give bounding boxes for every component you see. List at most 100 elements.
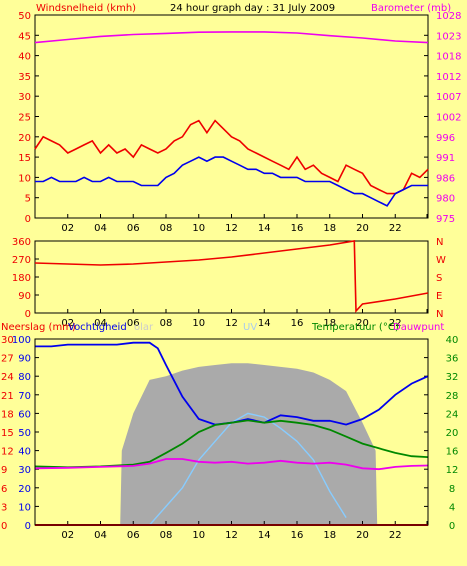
compass-label: N bbox=[436, 309, 443, 320]
temperature-tick-label: 24 bbox=[446, 409, 459, 420]
barometer-tick-label: 1012 bbox=[436, 72, 461, 83]
wind-tick-label: 5 bbox=[25, 194, 31, 205]
humidity-plot: 0369121518212427300102030405060708090100… bbox=[1, 335, 458, 541]
wind-tick-label: 20 bbox=[18, 133, 31, 144]
x-tick-label: 16 bbox=[291, 318, 304, 329]
humidity-tick-label: 70 bbox=[18, 391, 31, 402]
rain-tick-label: 30 bbox=[1, 335, 14, 346]
humidity-tick-label: 100 bbox=[12, 335, 31, 346]
humidity-axis-label: Vochtigheid bbox=[68, 322, 127, 333]
uv-axis-label: UV bbox=[243, 322, 257, 333]
x-tick-label: 08 bbox=[160, 530, 173, 541]
x-tick-label: 22 bbox=[389, 318, 402, 329]
x-tick-label: 04 bbox=[94, 223, 107, 234]
humidity-tick-label: 60 bbox=[18, 409, 31, 420]
x-tick-label: 20 bbox=[356, 318, 369, 329]
series-solar bbox=[35, 363, 428, 525]
temperature-tick-label: 4 bbox=[449, 502, 455, 513]
x-tick-label: 06 bbox=[127, 530, 140, 541]
x-tick-label: 22 bbox=[389, 530, 402, 541]
x-tick-label: 12 bbox=[225, 530, 238, 541]
barometer-tick-label: 991 bbox=[436, 153, 455, 164]
rain-tick-label: 0 bbox=[1, 521, 7, 532]
humidity-tick-label: 30 bbox=[18, 465, 31, 476]
x-tick-label: 10 bbox=[192, 530, 205, 541]
humidity-tick-label: 50 bbox=[18, 428, 31, 439]
barometer-tick-label: 1028 bbox=[436, 11, 461, 22]
x-tick-label: 04 bbox=[94, 318, 107, 329]
x-tick-label: 04 bbox=[94, 530, 107, 541]
temperature-tick-label: 0 bbox=[449, 521, 455, 532]
rain-tick-label: 9 bbox=[1, 465, 7, 476]
rain-tick-label: 15 bbox=[1, 428, 14, 439]
rain-tick-label: 27 bbox=[1, 354, 14, 365]
rain-axis-label: Neerslag (mm) bbox=[1, 322, 76, 333]
x-tick-label: 18 bbox=[323, 223, 336, 234]
temperature-axis-label: Temperatuur (°C) bbox=[311, 322, 399, 333]
compass-label: E bbox=[436, 291, 442, 302]
barometer-tick-label: 1018 bbox=[436, 52, 461, 63]
direction-tick-label: 360 bbox=[12, 237, 31, 248]
humidity-tick-label: 80 bbox=[18, 372, 31, 383]
wind-tick-label: 0 bbox=[25, 214, 31, 225]
wind-plot: 0510152025303540455097598098699199610021… bbox=[18, 11, 461, 234]
x-tick-label: 20 bbox=[356, 530, 369, 541]
x-tick-label: 10 bbox=[192, 223, 205, 234]
barometer-tick-label: 986 bbox=[436, 173, 455, 184]
temperature-tick-label: 32 bbox=[446, 372, 459, 383]
x-tick-label: 16 bbox=[291, 530, 304, 541]
direction-tick-label: 0 bbox=[25, 309, 31, 320]
rain-tick-label: 12 bbox=[1, 447, 14, 458]
series-dewpoint bbox=[34, 458, 429, 471]
wind-tick-label: 15 bbox=[18, 153, 31, 164]
x-tick-label: 02 bbox=[61, 318, 74, 329]
rain-tick-label: 21 bbox=[1, 391, 14, 402]
rain-tick-label: 24 bbox=[1, 372, 14, 383]
temperature-tick-label: 36 bbox=[446, 354, 459, 365]
humidity-tick-label: 90 bbox=[18, 354, 31, 365]
series-barometer bbox=[34, 31, 429, 44]
temperature-tick-label: 20 bbox=[446, 428, 459, 439]
wind-plot-frame bbox=[34, 14, 429, 219]
x-tick-label: 10 bbox=[192, 318, 205, 329]
x-tick-label: 16 bbox=[291, 223, 304, 234]
barometer-axis-label: Barometer (mb) bbox=[371, 3, 451, 14]
wind-tick-label: 35 bbox=[18, 72, 31, 83]
wind-tick-label: 30 bbox=[18, 92, 31, 103]
rain-tick-label: 3 bbox=[1, 502, 7, 513]
barometer-tick-label: 975 bbox=[436, 214, 455, 225]
direction-tick-label: 90 bbox=[18, 291, 31, 302]
temperature-tick-label: 12 bbox=[446, 465, 459, 476]
x-tick-label: 22 bbox=[389, 223, 402, 234]
x-tick-label: 02 bbox=[61, 530, 74, 541]
x-tick-label: 06 bbox=[127, 318, 140, 329]
x-tick-label: 12 bbox=[225, 318, 238, 329]
compass-label: W bbox=[436, 255, 446, 266]
x-tick-label: 18 bbox=[323, 530, 336, 541]
temperature-tick-label: 8 bbox=[449, 484, 455, 495]
barometer-tick-label: 1007 bbox=[436, 92, 461, 103]
barometer-tick-label: 980 bbox=[436, 194, 455, 205]
x-tick-label: 06 bbox=[127, 223, 140, 234]
x-tick-label: 14 bbox=[258, 318, 271, 329]
chart-title: 24 hour graph day : 31 July 2009 bbox=[170, 3, 335, 14]
series-wind_gust bbox=[34, 119, 429, 195]
x-tick-label: 14 bbox=[258, 223, 271, 234]
x-tick-label: 08 bbox=[160, 223, 173, 234]
direction-tick-label: 180 bbox=[12, 273, 31, 284]
direction-tick-label: 270 bbox=[12, 255, 31, 266]
wind-tick-label: 25 bbox=[18, 113, 31, 124]
compass-label: N bbox=[436, 237, 443, 248]
wind-axis-label: Windsnelheid (kmh) bbox=[36, 3, 136, 14]
temperature-tick-label: 16 bbox=[446, 447, 459, 458]
rain-tick-label: 6 bbox=[1, 484, 7, 495]
barometer-tick-label: 996 bbox=[436, 133, 455, 144]
temperature-tick-label: 28 bbox=[446, 391, 459, 402]
barometer-tick-label: 1002 bbox=[436, 113, 461, 124]
dewpoint-axis-label: Dauwpunt bbox=[393, 322, 444, 333]
series-temperature bbox=[34, 419, 429, 469]
barometer-tick-label: 1023 bbox=[436, 31, 461, 42]
